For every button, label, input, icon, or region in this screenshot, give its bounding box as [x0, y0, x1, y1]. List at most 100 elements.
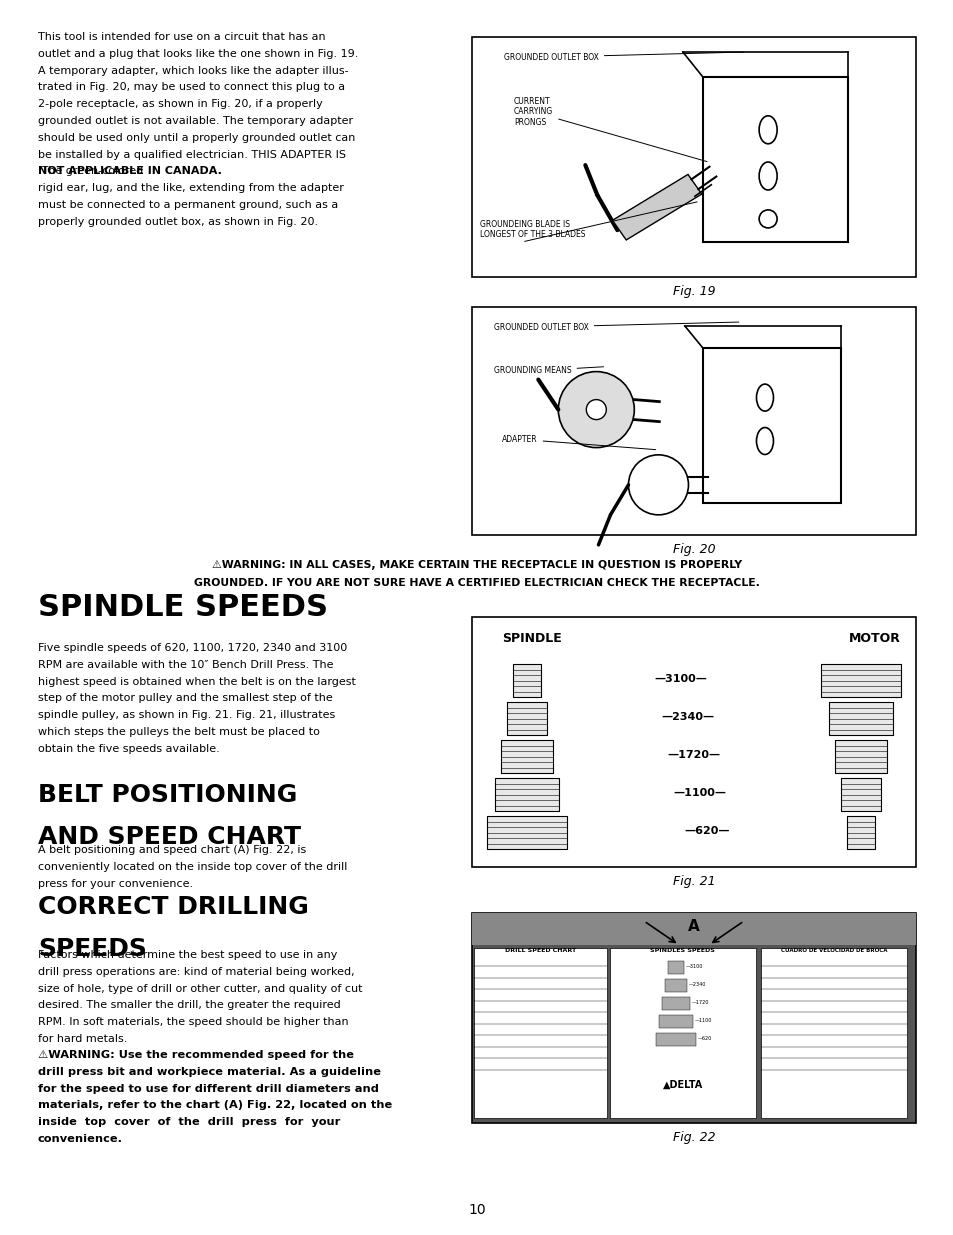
Text: CORRECT DRILLING: CORRECT DRILLING	[38, 895, 309, 919]
Text: CURRENT
CARRYING
PRONGS: CURRENT CARRYING PRONGS	[514, 98, 706, 162]
Ellipse shape	[756, 427, 773, 454]
Text: —1720: —1720	[691, 1000, 708, 1005]
Text: materials, refer to the chart (A) Fig. 22, located on the: materials, refer to the chart (A) Fig. 2…	[38, 1100, 392, 1110]
Text: Five spindle speeds of 620, 1100, 1720, 2340 and 3100: Five spindle speeds of 620, 1100, 1720, …	[38, 643, 347, 653]
Bar	[472, 618, 915, 867]
Text: SPEEDS: SPEEDS	[38, 937, 147, 961]
Bar	[506, 701, 546, 735]
Text: —620—: —620—	[683, 826, 729, 836]
Text: —3100: —3100	[685, 965, 702, 969]
Text: properly grounded outlet box, as shown in Fig. 20.: properly grounded outlet box, as shown i…	[38, 217, 317, 227]
Bar	[667, 961, 683, 974]
Bar	[834, 740, 886, 773]
Text: ⚠WARNING: IN ALL CASES, MAKE CERTAIN THE RECEPTACLE IN QUESTION IS PROPERLY: ⚠WARNING: IN ALL CASES, MAKE CERTAIN THE…	[212, 559, 741, 571]
Circle shape	[558, 372, 634, 447]
Text: GROUNDED OUTLET BOX: GROUNDED OUTLET BOX	[494, 322, 738, 331]
Text: This tool is intended for use on a circuit that has an: This tool is intended for use on a circu…	[38, 32, 325, 42]
Text: —1100: —1100	[694, 1019, 711, 1024]
Text: press for your convenience.: press for your convenience.	[38, 878, 193, 889]
Text: grounded outlet is not available. The temporary adapter: grounded outlet is not available. The te…	[38, 116, 353, 126]
Text: ADAPTER: ADAPTER	[501, 435, 655, 450]
Text: —2340—: —2340—	[660, 713, 714, 722]
Text: —620: —620	[697, 1036, 711, 1041]
Bar	[760, 948, 906, 1118]
Text: MOTOR: MOTOR	[848, 632, 900, 645]
Text: outlet and a plug that looks like the one shown in Fig. 19.: outlet and a plug that looks like the on…	[38, 49, 358, 59]
Text: inside  top  cover  of  the  drill  press  for  your: inside top cover of the drill press for …	[38, 1118, 340, 1128]
Bar	[664, 979, 686, 992]
Text: DRILL SPEED CHART: DRILL SPEED CHART	[504, 948, 576, 953]
Text: for the speed to use for different drill diameters and: for the speed to use for different drill…	[38, 1083, 378, 1094]
Text: 10: 10	[468, 1203, 485, 1216]
Text: spindle pulley, as shown in Fig. 21. Fig. 21, illustrates: spindle pulley, as shown in Fig. 21. Fig…	[38, 710, 335, 720]
Ellipse shape	[759, 162, 777, 190]
Text: AND SPEED CHART: AND SPEED CHART	[38, 825, 301, 848]
Bar	[702, 348, 840, 503]
Text: ⚠WARNING: Use the recommended speed for the: ⚠WARNING: Use the recommended speed for …	[38, 1050, 354, 1060]
Bar	[846, 816, 874, 848]
Bar	[658, 1015, 692, 1028]
Text: GROUNDEING BLADE IS
LONGEST OF THE 3 BLADES: GROUNDEING BLADE IS LONGEST OF THE 3 BLA…	[479, 220, 585, 240]
Bar	[486, 816, 566, 848]
Text: A: A	[687, 919, 700, 934]
Text: 2-pole receptacle, as shown in Fig. 20, if a properly: 2-pole receptacle, as shown in Fig. 20, …	[38, 99, 322, 109]
Text: NOT APPLICABLE IN CANADA.: NOT APPLICABLE IN CANADA.	[38, 167, 222, 177]
Text: Fig. 19: Fig. 19	[672, 285, 715, 298]
Text: size of hole, type of drill or other cutter, and quality of cut: size of hole, type of drill or other cut…	[38, 983, 362, 994]
Text: A temporary adapter, which looks like the adapter illus-: A temporary adapter, which looks like th…	[38, 65, 348, 75]
Circle shape	[759, 210, 777, 228]
Bar	[655, 1032, 695, 1046]
Bar	[821, 664, 900, 697]
Text: BELT POSITIONING: BELT POSITIONING	[38, 783, 297, 806]
Text: convenience.: convenience.	[38, 1134, 123, 1144]
Text: drill press operations are: kind of material being worked,: drill press operations are: kind of mate…	[38, 967, 355, 977]
Bar	[472, 37, 915, 277]
Text: drill press bit and workpiece material. As a guideline: drill press bit and workpiece material. …	[38, 1067, 380, 1077]
Text: GROUNDED OUTLET BOX: GROUNDED OUTLET BOX	[503, 52, 742, 62]
Text: trated in Fig. 20, may be used to connect this plug to a: trated in Fig. 20, may be used to connec…	[38, 83, 345, 93]
Bar	[841, 778, 880, 811]
Text: highest speed is obtained when the belt is on the largest: highest speed is obtained when the belt …	[38, 677, 355, 687]
Text: GROUNDED. IF YOU ARE NOT SURE HAVE A CERTIFIED ELECTRICIAN CHECK THE RECEPTACLE.: GROUNDED. IF YOU ARE NOT SURE HAVE A CER…	[193, 578, 760, 589]
Text: —3100—: —3100—	[654, 674, 707, 684]
Text: must be connected to a permanent ground, such as a: must be connected to a permanent ground,…	[38, 200, 338, 210]
Bar	[609, 948, 756, 1118]
Bar	[828, 701, 892, 735]
Bar	[513, 664, 540, 697]
Text: ▲DELTA: ▲DELTA	[662, 1079, 702, 1091]
Text: —2340: —2340	[688, 983, 705, 988]
Bar	[472, 913, 915, 945]
Bar	[660, 997, 689, 1010]
Bar	[472, 913, 915, 1123]
Text: should be used only until a properly grounded outlet can: should be used only until a properly gro…	[38, 133, 355, 143]
Text: be installed by a qualified electrician. THIS ADAPTER IS: be installed by a qualified electrician.…	[38, 149, 346, 159]
Bar	[472, 308, 915, 535]
Text: SPINDLE: SPINDLE	[501, 632, 561, 645]
Text: A belt positioning and speed chart (A) Fig. 22, is: A belt positioning and speed chart (A) F…	[38, 845, 306, 855]
Bar	[474, 948, 606, 1118]
Polygon shape	[612, 174, 701, 240]
Ellipse shape	[759, 116, 777, 143]
Text: SPINDLE SPEEDS: SPINDLE SPEEDS	[38, 593, 328, 622]
Text: which steps the pulleys the belt must be placed to: which steps the pulleys the belt must be…	[38, 727, 319, 737]
Text: RPM. In soft materials, the speed should be higher than: RPM. In soft materials, the speed should…	[38, 1018, 348, 1028]
Text: step of the motor pulley and the smallest step of the: step of the motor pulley and the smalles…	[38, 693, 333, 704]
Circle shape	[628, 454, 688, 515]
Text: Fig. 22: Fig. 22	[672, 1131, 715, 1144]
Text: obtain the five speeds available.: obtain the five speeds available.	[38, 743, 219, 753]
Text: Fig. 21: Fig. 21	[672, 876, 715, 888]
Text: rigid ear, lug, and the like, extending from the adapter: rigid ear, lug, and the like, extending …	[38, 183, 343, 193]
Text: for hard metals.: for hard metals.	[38, 1034, 128, 1044]
Text: SPINDLES SPEEDS: SPINDLES SPEEDS	[650, 948, 715, 953]
Text: desired. The smaller the drill, the greater the required: desired. The smaller the drill, the grea…	[38, 1000, 340, 1010]
Text: Factors which determine the best speed to use in any: Factors which determine the best speed t…	[38, 950, 337, 960]
Text: The green-colored: The green-colored	[38, 167, 143, 177]
Ellipse shape	[756, 384, 773, 411]
Text: Fig. 20: Fig. 20	[672, 543, 715, 556]
Bar	[702, 77, 847, 242]
Circle shape	[586, 400, 606, 420]
Text: conveniently located on the inside top cover of the drill: conveniently located on the inside top c…	[38, 862, 347, 872]
Text: RPM are available with the 10″ Bench Drill Press. The: RPM are available with the 10″ Bench Dri…	[38, 659, 334, 669]
Text: —1100—: —1100—	[673, 788, 726, 798]
Text: —1720—: —1720—	[667, 750, 720, 760]
